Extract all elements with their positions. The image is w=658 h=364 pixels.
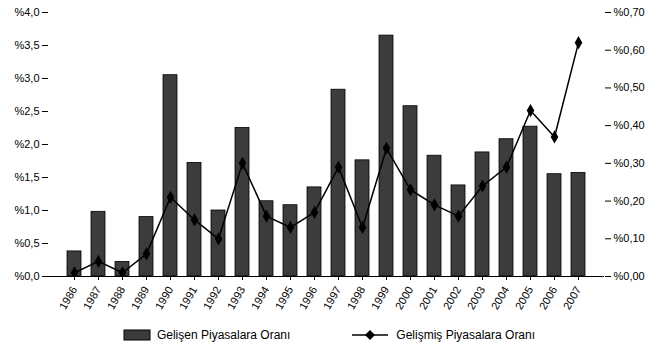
svg-text:2001: 2001 <box>417 284 440 311</box>
svg-text:%0,10: %0,10 <box>614 232 645 244</box>
svg-text:2004: 2004 <box>489 284 512 311</box>
svg-text:%0,40: %0,40 <box>614 119 645 131</box>
svg-text:%1,0: %1,0 <box>14 204 39 216</box>
svg-text:2003: 2003 <box>465 284 488 311</box>
svg-text:%0,0: %0,0 <box>14 270 39 282</box>
svg-text:%0,50: %0,50 <box>614 81 645 93</box>
svg-text:%0,00: %0,00 <box>614 270 645 282</box>
svg-text:%3,0: %3,0 <box>14 72 39 84</box>
svg-text:%0,60: %0,60 <box>614 44 645 56</box>
svg-text:2002: 2002 <box>441 284 464 311</box>
svg-text:1993: 1993 <box>225 284 248 311</box>
svg-text:1999: 1999 <box>369 284 392 311</box>
svg-text:%0,70: %0,70 <box>614 6 645 18</box>
svg-text:1994: 1994 <box>249 284 272 311</box>
svg-text:%1,5: %1,5 <box>14 171 39 183</box>
svg-text:1998: 1998 <box>345 284 368 311</box>
svg-text:%0,20: %0,20 <box>614 195 645 207</box>
svg-text:1997: 1997 <box>321 284 344 311</box>
html-text:Gelişmiş Piyasalara Oranı: Gelişmiş Piyasalara Oranı <box>396 328 536 342</box>
svg-text:1988: 1988 <box>105 284 128 311</box>
svg-text:%0,30: %0,30 <box>614 157 645 169</box>
svg-text:%2,0: %2,0 <box>14 138 39 150</box>
svg-text:%4,0: %4,0 <box>14 6 39 18</box>
svg-text:1987: 1987 <box>81 284 104 311</box>
svg-text:2005: 2005 <box>513 284 536 311</box>
svg-text:%0,5: %0,5 <box>14 237 39 249</box>
svg-text:%2,5: %2,5 <box>14 105 39 117</box>
svg-text:1995: 1995 <box>273 284 296 311</box>
svg-text:2007: 2007 <box>561 284 584 311</box>
svg-text:1986: 1986 <box>57 284 80 311</box>
svg-text:1990: 1990 <box>153 284 176 311</box>
html-text:Gelişen Piyasalara Oranı: Gelişen Piyasalara Oranı <box>156 328 291 342</box>
svg-text:2000: 2000 <box>393 284 416 311</box>
svg-text:%3,5: %3,5 <box>14 39 39 51</box>
svg-text:2006: 2006 <box>537 284 560 311</box>
svg-text:1996: 1996 <box>297 284 320 311</box>
svg-text:1992: 1992 <box>201 284 224 311</box>
svg-text:1989: 1989 <box>129 284 152 311</box>
svg-text:1991: 1991 <box>177 284 200 311</box>
